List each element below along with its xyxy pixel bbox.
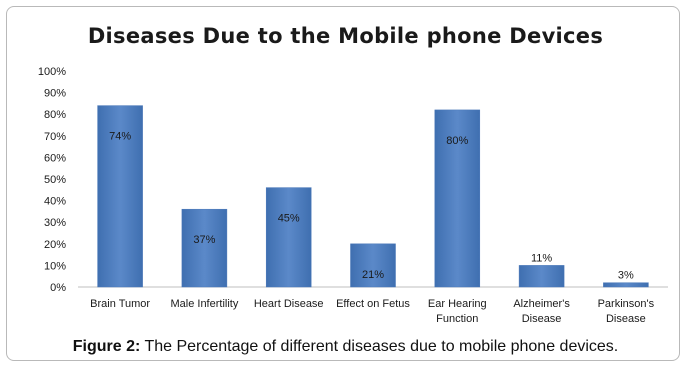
y-tick-label: 0% [50, 282, 66, 294]
category-label: Male Infertility [170, 298, 238, 310]
data-label: 11% [531, 252, 552, 264]
category-labels: Brain Tumor Male Infertility Heart Disease… [90, 298, 654, 325]
bar [518, 265, 565, 288]
caption-text: The Percentage of different diseases due… [140, 338, 619, 355]
category-label: Heart Disease [254, 298, 324, 310]
bar [603, 282, 649, 288]
category-label: Ear Hearing [428, 298, 487, 310]
category-label: Disease [522, 313, 562, 325]
data-label: 45% [278, 213, 300, 225]
bars [97, 105, 649, 288]
y-tick-label: 70% [44, 131, 66, 143]
chart-title: Diseases Due to the Mobile phone Devices [87, 24, 604, 48]
y-tick-label: 50% [44, 174, 66, 186]
data-label: 80% [446, 135, 468, 147]
category-label: Effect on Fetus [336, 298, 410, 310]
y-axis-tick-labels: 0% 10% 20% 30% 40% 50% 60% 70% 80% 90% 100% [38, 66, 66, 294]
category-label: Disease [606, 313, 646, 325]
y-tick-label: 90% [44, 88, 66, 100]
y-tick-label: 60% [44, 152, 66, 164]
data-labels: 74% 37% 45% 21% 80% 11% 3% [109, 131, 634, 282]
y-tick-label: 80% [44, 109, 66, 121]
data-label: 37% [193, 234, 215, 246]
category-label: Brain Tumor [90, 298, 150, 310]
category-label: Alzheimer's [513, 298, 570, 310]
bar [434, 109, 481, 288]
bar [181, 208, 228, 288]
bar [97, 105, 143, 288]
category-label: Function [436, 313, 478, 325]
y-tick-label: 10% [44, 260, 66, 272]
caption-label: Figure 2: [72, 338, 141, 355]
bar [265, 187, 312, 288]
y-tick-label: 40% [44, 196, 66, 208]
category-label: Parkinson's [598, 298, 655, 310]
y-tick-label: 20% [44, 239, 66, 251]
data-label: 3% [618, 270, 634, 282]
data-label: 21% [362, 269, 384, 281]
y-tick-label: 30% [44, 217, 66, 229]
y-tick-label: 100% [38, 66, 66, 78]
data-label: 74% [109, 131, 131, 143]
figure-caption: Figure 2: The Percentage of different di… [0, 338, 691, 356]
bar [350, 243, 396, 288]
